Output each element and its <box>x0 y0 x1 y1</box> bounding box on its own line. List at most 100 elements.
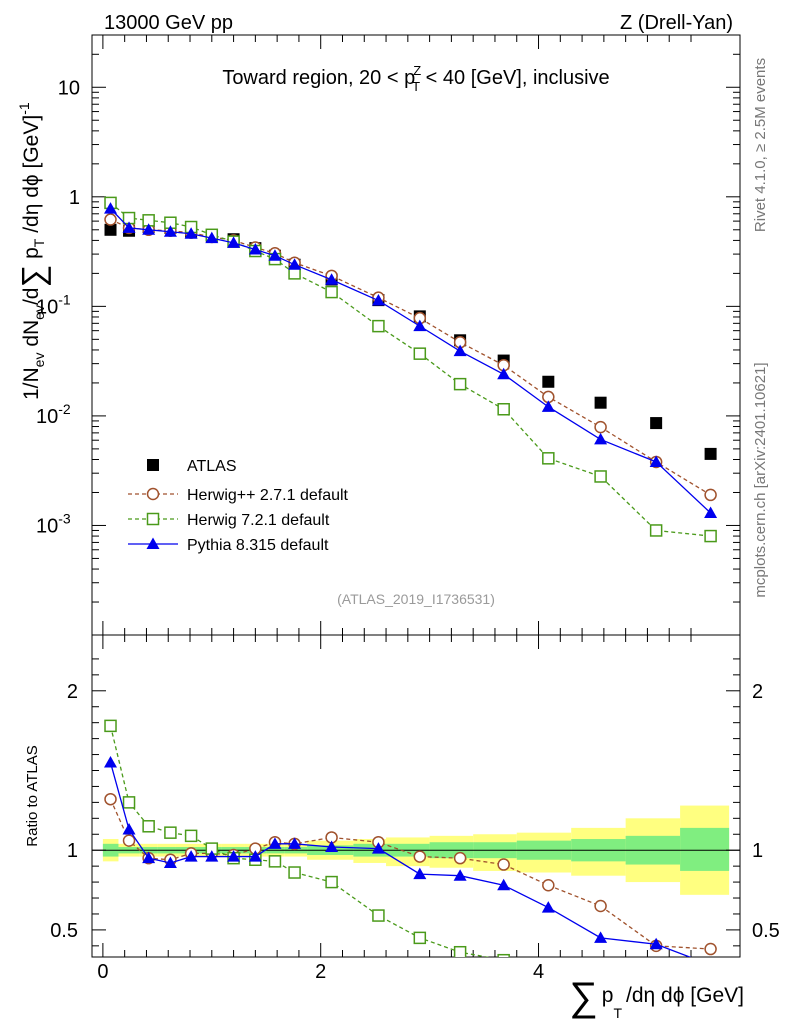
legend: ATLAS Herwig++ 2.7.1 default Herwig 7.2.… <box>128 458 349 554</box>
series-atlas <box>104 221 717 460</box>
data-point <box>594 432 608 445</box>
ratio-y-tick-label-right: 1 <box>752 840 763 862</box>
ratio-point <box>453 851 467 865</box>
ratio-point <box>163 856 177 868</box>
ratio-point <box>248 850 262 862</box>
y-tick-label: 10 <box>58 77 80 99</box>
data-point <box>248 243 262 255</box>
y-tick-label: 10-3 <box>36 510 71 537</box>
ratio-point <box>413 867 427 880</box>
data-point <box>453 377 467 391</box>
ratio-point <box>649 937 663 950</box>
green-band-bin <box>680 827 730 871</box>
data-point <box>649 455 663 467</box>
data-point <box>497 403 510 416</box>
ratio-point <box>268 855 282 868</box>
data-point <box>184 227 198 239</box>
legend-herwig7-marker <box>146 512 160 526</box>
energy-label: 13000 GeV pp <box>104 12 233 34</box>
ratio-point <box>268 837 282 849</box>
data-point <box>122 221 136 233</box>
x-tick-label: 2 <box>315 961 326 983</box>
ratio-y-tick-label-right: 0.5 <box>752 920 780 942</box>
ratio-point <box>413 850 427 863</box>
ratio-series-pythia-8-315-default <box>104 756 717 970</box>
ratio-point <box>122 822 136 835</box>
ratio-point <box>497 858 510 871</box>
data-point <box>650 417 663 430</box>
analysis-id: (ATLAS_2019_I1736531) <box>337 591 495 607</box>
data-point <box>372 319 385 333</box>
main-series-group <box>104 196 718 543</box>
data-point <box>413 319 427 332</box>
data-point <box>594 420 607 434</box>
data-point <box>325 285 338 299</box>
ratio-point <box>704 942 717 956</box>
data-point <box>325 273 339 285</box>
x-tick-labels: 0 2 4 <box>97 961 544 983</box>
x-tick-label: 0 <box>97 961 108 983</box>
y-tick-label: 1 <box>69 187 80 209</box>
data-point <box>104 223 117 236</box>
ratio-y-tick-label: 0.5 <box>50 920 78 942</box>
x-tick-label: 4 <box>533 961 544 983</box>
ratio-y-axis-title: Ratio to ATLAS <box>24 745 41 846</box>
y-axis-title: 1/Nev dNev/d∑ pT /dη dϕ [GeV]-1 <box>15 102 51 400</box>
ratio-point <box>104 756 118 768</box>
data-point <box>413 347 427 360</box>
rivet-version-label: Rivet 4.1.0, ≥ 2.5M events <box>752 58 769 232</box>
ratio-point <box>288 866 301 879</box>
ratio-point <box>704 958 717 970</box>
x-axis-title: ∑ pT/dη dϕ [GeV] <box>569 975 744 1021</box>
data-point <box>704 506 718 518</box>
legend-herwigpp-marker <box>146 487 160 501</box>
main-axis-ticks: 10 1 10-1 10-2 10-3 <box>36 34 740 636</box>
ratio-point <box>164 826 177 839</box>
ratio-point <box>541 901 555 913</box>
ratio-point <box>122 796 136 809</box>
ratio-point <box>542 879 555 892</box>
ratio-point <box>594 899 607 913</box>
series-pythia-8-315-default <box>104 202 718 518</box>
ratio-axis-ticks: 2 2 1 1 0.5 0.5 <box>50 635 780 957</box>
legend-herwig7-label: Herwig 7.2.1 default <box>187 512 330 529</box>
legend-pythia-label: Pythia 8.315 default <box>187 537 329 554</box>
data-point <box>649 524 663 537</box>
data-point <box>205 231 219 244</box>
data-point <box>704 447 717 460</box>
ratio-point <box>371 842 385 854</box>
legend-atlas-label: ATLAS <box>187 458 237 475</box>
legend-herwigpp-label: Herwig++ 2.7.1 default <box>187 487 349 504</box>
process-label: Z (Drell-Yan) <box>620 12 733 34</box>
data-point <box>542 375 555 388</box>
ratio-point <box>122 834 136 847</box>
data-point <box>371 294 385 306</box>
ratio-point <box>325 840 339 853</box>
ratio-point <box>543 964 554 975</box>
ratio-point <box>205 850 219 862</box>
ratio-point <box>413 931 427 945</box>
ratio-point <box>104 792 117 806</box>
legend-atlas-marker <box>147 459 159 471</box>
data-point <box>453 344 467 357</box>
data-point <box>268 249 282 261</box>
ratio-point <box>184 850 198 862</box>
data-point <box>704 488 717 502</box>
data-point <box>142 223 156 235</box>
data-point <box>497 367 511 380</box>
ratio-series-group <box>104 719 717 975</box>
data-point <box>104 202 118 214</box>
data-point <box>163 225 177 237</box>
ratio-point <box>142 820 155 833</box>
data-point <box>594 470 607 483</box>
data-point <box>704 529 717 543</box>
legend-pythia-marker <box>146 537 160 549</box>
ratio-point <box>453 869 467 881</box>
ratio-point <box>594 931 608 943</box>
ratio-point <box>104 719 117 733</box>
ratio-y-tick-label: 1 <box>67 840 78 862</box>
data-point <box>542 452 555 465</box>
ratio-point <box>453 945 467 957</box>
series-line <box>110 218 711 496</box>
data-point <box>541 400 555 412</box>
